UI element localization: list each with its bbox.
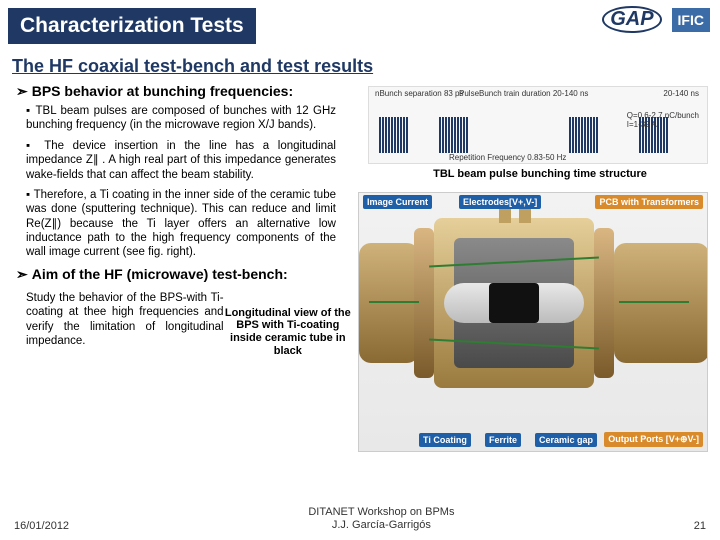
ific-logo: IFIC bbox=[672, 8, 710, 32]
footer: 16/01/2012 DITANET Workshop on BPMs J.J.… bbox=[0, 506, 720, 532]
para-1: TBL beam pulses are composed of bunches … bbox=[26, 104, 336, 133]
timing-diagram: nBunch separation 83 ps PulseBunch train… bbox=[368, 86, 708, 164]
chip-image-current: Image Current bbox=[363, 195, 432, 209]
pipe-left bbox=[359, 243, 419, 363]
slide-title: Characterization Tests bbox=[8, 8, 256, 44]
pipe-right bbox=[614, 243, 708, 363]
slide-subtitle: The HF coaxial test-bench and test resul… bbox=[12, 56, 720, 77]
footer-date: 16/01/2012 bbox=[14, 520, 69, 532]
footer-center: DITANET Workshop on BPMs J.J. García-Gar… bbox=[308, 506, 454, 532]
chip-ti: Ti Coating bbox=[419, 433, 471, 447]
chip-output: Output Ports [V+⊕V-] bbox=[604, 432, 703, 447]
flange-right bbox=[594, 228, 614, 378]
para-4: Study the behavior of the BPS-with Ti-co… bbox=[26, 291, 224, 349]
chip-ceramic: Ceramic gap bbox=[535, 433, 597, 447]
chip-pcb: PCB with Transformers bbox=[595, 195, 703, 209]
para-2: The device insertion in the line has a l… bbox=[26, 139, 336, 182]
timing-caption: TBL beam pulse bunching time structure bbox=[390, 168, 690, 180]
gap-logo: GAP bbox=[602, 6, 661, 33]
footer-page: 21 bbox=[694, 520, 706, 532]
bps-diagram: Image Current Electrodes[V+,V-] PCB with… bbox=[358, 192, 708, 452]
chip-ferrite: Ferrite bbox=[485, 433, 521, 447]
header-logos: GAP IFIC bbox=[602, 6, 710, 33]
para-3: Therefore, a Ti coating in the inner sid… bbox=[26, 188, 336, 260]
flange-left bbox=[414, 228, 434, 378]
ceramic-gap bbox=[489, 283, 539, 323]
chip-electrodes: Electrodes[V+,V-] bbox=[459, 195, 541, 209]
bps-caption: Longitudinal view of the BPS with Ti-coa… bbox=[224, 307, 352, 358]
